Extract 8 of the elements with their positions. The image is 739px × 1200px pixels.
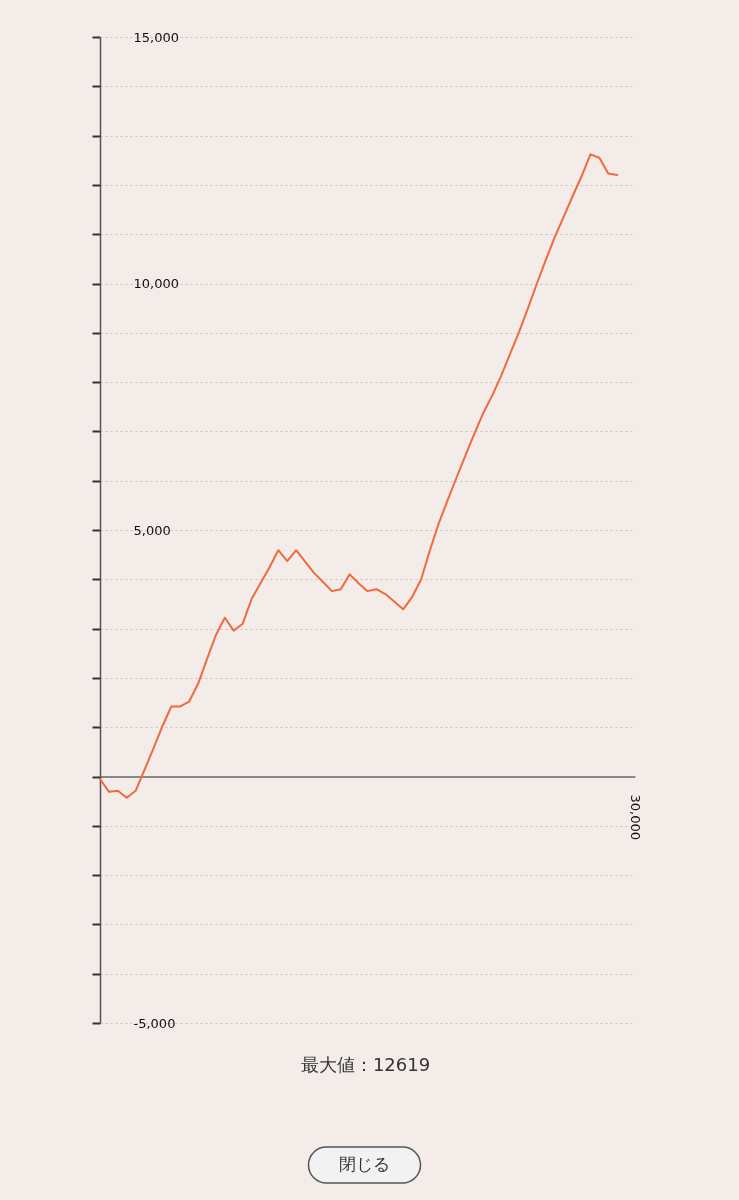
line-series [99, 153, 619, 799]
y-tick-label: 5,000 [133, 522, 171, 538]
y-tick-label: 10,000 [133, 276, 179, 291]
y-tick-label: -5,000 [133, 1015, 176, 1031]
annotation: 30,000 [628, 794, 643, 840]
y-tick-label: 15,000 [133, 29, 179, 45]
text: 最大値：12619 [300, 1054, 431, 1075]
text: 閉じる [339, 1154, 390, 1174]
